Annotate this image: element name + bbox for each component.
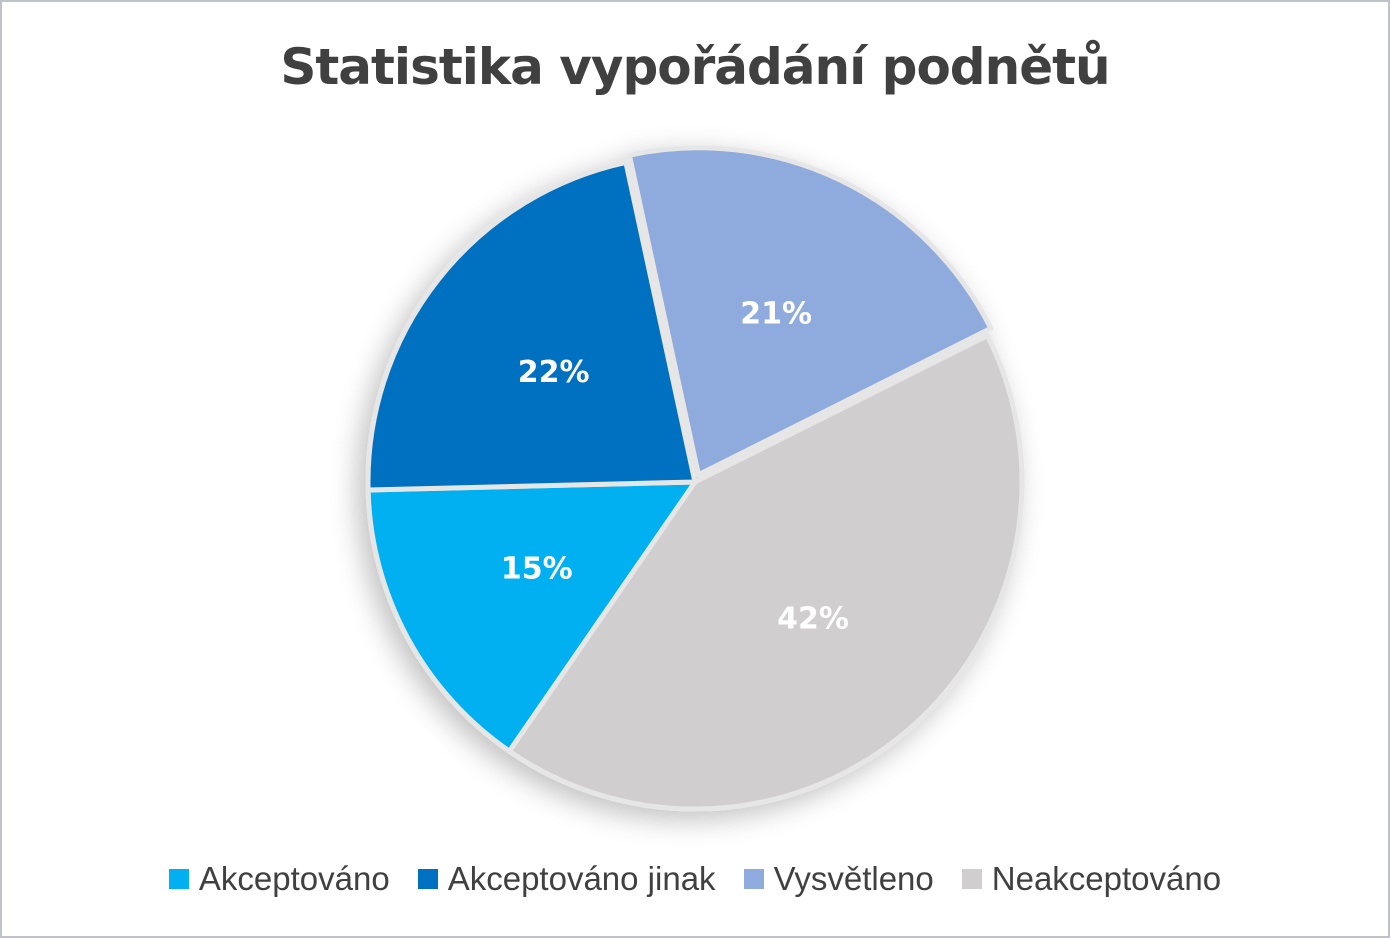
legend-item-akceptovano: Akceptováno bbox=[168, 860, 390, 898]
pie-slice-akceptováno bbox=[365, 479, 698, 754]
chart-title: Statistika vypořádání podnětů bbox=[280, 38, 1110, 96]
legend-swatch bbox=[417, 869, 438, 889]
legend-swatch bbox=[168, 869, 189, 889]
data-label: 21% bbox=[740, 297, 812, 332]
pie-slice-akceptováno-jinak bbox=[365, 159, 698, 493]
legend-swatch bbox=[961, 869, 982, 889]
chart-legend: Akceptováno Akceptováno jinak Vysvětleno… bbox=[2, 860, 1388, 898]
legend-label: Akceptováno jinak bbox=[447, 860, 716, 897]
pie-slice-vysvětleno bbox=[626, 145, 994, 478]
data-label: 22% bbox=[518, 355, 590, 390]
data-label: 42% bbox=[777, 602, 849, 637]
legend-label: Neakceptováno bbox=[991, 860, 1222, 897]
legend-swatch bbox=[743, 869, 764, 889]
legend-label: Vysvětleno bbox=[773, 860, 934, 897]
legend-item-neakceptovano: Neakceptováno bbox=[961, 860, 1222, 898]
legend-label: Akceptováno bbox=[198, 860, 390, 897]
data-label: 15% bbox=[501, 552, 573, 587]
pie-slice-neakceptováno bbox=[506, 333, 1025, 812]
legend-item-vysvetleno: Vysvětleno bbox=[743, 860, 934, 898]
legend-item-akceptovano-jinak: Akceptováno jinak bbox=[417, 860, 716, 898]
